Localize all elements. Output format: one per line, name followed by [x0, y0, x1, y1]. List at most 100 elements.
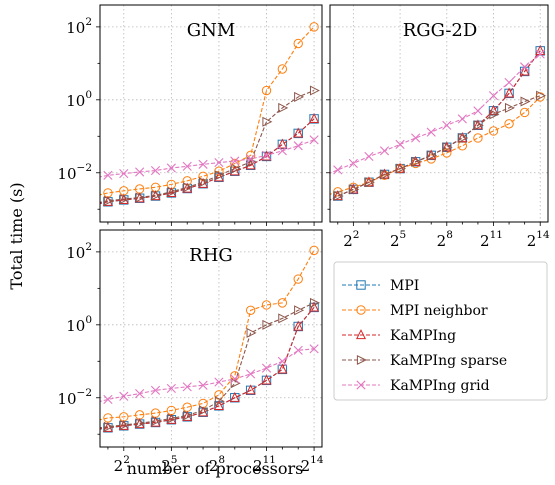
legend-marker — [356, 354, 367, 366]
plot-area-frame — [329, 4, 549, 223]
data-point-kamping-grid — [246, 369, 256, 379]
data-point-kamping-sparse — [198, 405, 209, 416]
data-point-kamping — [472, 119, 483, 130]
data-point-kamping-sparse — [135, 418, 146, 429]
data-point-kamping-sparse — [294, 91, 305, 102]
panel-title: RHG — [189, 245, 233, 266]
data-point-kamping-sparse — [167, 186, 178, 197]
series-group — [88, 22, 320, 209]
panel-rgg-2d: 22 25 28 211 214 RGG-2D — [326, 4, 550, 250]
data-point-mpi-neighbor — [504, 119, 514, 129]
data-point-kamping-sparse — [262, 116, 273, 127]
series-line-mpi — [100, 118, 315, 204]
data-point-mpi-neighbor — [277, 64, 288, 74]
data-point-kamping-grid — [473, 106, 483, 116]
data-point-mpi — [88, 426, 96, 434]
data-point-kamping-grid — [364, 151, 374, 162]
data-point-mpi — [88, 201, 96, 209]
series-line-mpi-neighbor — [100, 26, 315, 196]
data-point-kamping-grid — [150, 165, 161, 176]
data-point-kamping-sparse — [520, 96, 531, 107]
x-tick-label: 214 — [301, 454, 324, 475]
legend-marker — [355, 329, 367, 340]
data-point-kamping-grid — [504, 77, 514, 88]
data-point-kamping-sparse — [278, 313, 289, 324]
panel-gnm: 10−2 100 102 GNM — [57, 4, 323, 226]
data-point-kamping-sparse — [380, 169, 391, 180]
data-point-kamping-grid — [119, 168, 129, 179]
data-point-kamping-sparse — [294, 305, 305, 316]
data-point-mpi-neighbor — [519, 107, 530, 118]
data-point-kamping — [88, 425, 96, 433]
data-point-kamping-grid — [426, 127, 436, 137]
data-point-kamping-sparse — [364, 177, 375, 188]
legend-item-kamping-sparse: KaMPIng sparse — [342, 353, 507, 369]
data-point-kamping-sparse — [278, 102, 289, 113]
data-point-kamping-sparse — [246, 327, 257, 338]
data-point-kamping-sparse — [411, 156, 422, 167]
data-point-mpi-neighbor — [261, 300, 272, 310]
y-tick-label: 100 — [66, 314, 92, 335]
data-point-kamping-grid — [261, 150, 272, 160]
data-point-kamping-sparse — [262, 319, 273, 330]
data-point-kamping-sparse — [88, 425, 96, 433]
data-point-kamping-sparse — [458, 132, 469, 143]
data-point-kamping-grid — [348, 158, 358, 169]
series-line-kamping-sparse — [330, 95, 541, 201]
data-point-kamping — [166, 413, 177, 424]
data-point-kamping — [363, 176, 374, 187]
data-point-mpi-neighbor — [293, 274, 303, 284]
data-point-kamping — [229, 391, 240, 402]
data-point-kamping-grid — [309, 344, 319, 354]
data-point-mpi-neighbor — [293, 38, 303, 49]
data-point-mpi-neighbor — [473, 133, 483, 143]
x-tick-label: 25 — [390, 229, 406, 250]
data-point-kamping-sparse — [183, 182, 194, 193]
legend-item-mpi-neighbor: MPI neighbor — [342, 303, 488, 319]
series-line-kamping-sparse — [100, 302, 315, 429]
data-point-kamping-grid — [182, 161, 192, 171]
plot-area-frame — [99, 229, 323, 448]
series-line-kamping-grid — [100, 348, 315, 402]
data-point-kamping-sparse — [489, 109, 500, 120]
data-point-kamping-sparse — [349, 184, 360, 195]
data-point-mpi-neighbor — [379, 170, 390, 181]
data-point-kamping-grid — [135, 167, 145, 177]
data-point-kamping-grid — [135, 389, 145, 399]
data-point-kamping-grid — [333, 165, 343, 175]
data-point-kamping — [229, 165, 240, 176]
data-point-mpi-neighbor — [88, 418, 96, 426]
data-point-mpi-neighbor — [261, 85, 272, 96]
data-point-kamping-grid — [214, 158, 224, 168]
data-point-kamping-grid — [457, 114, 467, 124]
data-point-kamping-sparse — [473, 120, 484, 131]
data-point-kamping-grid — [166, 163, 176, 173]
data-point-kamping-grid — [182, 382, 192, 392]
legend-item-kamping: KaMPIng — [342, 328, 456, 344]
data-point-kamping-sparse — [230, 163, 241, 174]
series-group — [88, 245, 320, 434]
data-point-kamping-grid — [293, 141, 303, 151]
data-point-kamping-grid — [119, 391, 129, 401]
data-point-kamping — [293, 320, 304, 331]
data-point-kamping-sparse — [151, 416, 162, 427]
plot-area-frame — [99, 4, 323, 223]
data-point-mpi-neighbor — [214, 166, 224, 176]
y-axis-label: Total time (s) — [7, 182, 26, 289]
data-point-kamping-sparse — [135, 192, 146, 203]
data-point-kamping-grid — [261, 363, 272, 373]
data-point-kamping-grid — [488, 91, 499, 101]
data-point-kamping-grid — [535, 49, 545, 59]
data-point-kamping-sparse — [504, 102, 515, 113]
x-axis-label: number of processors — [127, 459, 304, 478]
legend-label: MPI neighbor — [390, 303, 488, 319]
data-point-kamping — [245, 384, 256, 395]
x-tick-label: 211 — [480, 229, 503, 250]
data-point-mpi-neighbor — [230, 158, 240, 169]
data-point-kamping — [277, 138, 288, 149]
series-line-mpi-neighbor — [330, 96, 541, 195]
data-point-kamping — [441, 141, 452, 152]
y-tick-label: 100 — [66, 89, 92, 110]
data-point-kamping-sparse — [198, 177, 209, 188]
